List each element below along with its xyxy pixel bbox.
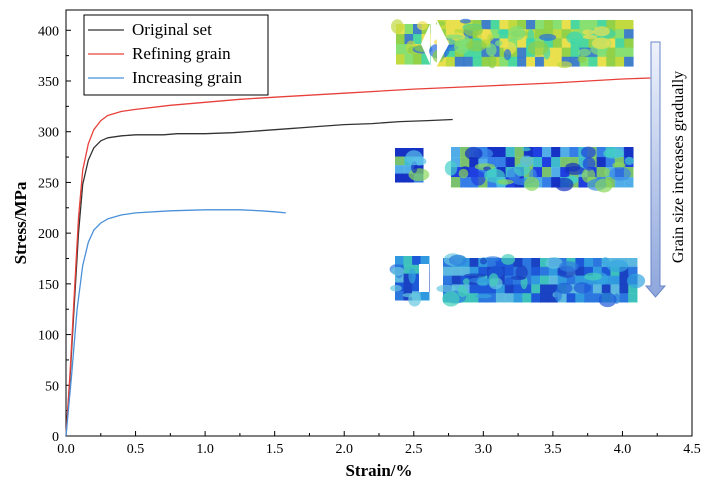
- x-tick-label: 2.5: [405, 442, 423, 457]
- y-tick-label: 200: [38, 227, 59, 242]
- series-line-refining-grain: [65, 77, 651, 437]
- y-tick-label: 150: [38, 278, 59, 293]
- fracture-map-increasing-grain-right: [436, 253, 646, 308]
- x-tick-label: 0.0: [57, 442, 75, 457]
- y-axis-title: Stress/MPa: [11, 181, 30, 264]
- legend-label: Refining grain: [132, 44, 231, 63]
- series-line-original-set: [65, 118, 453, 437]
- x-tick-label: 4.0: [614, 442, 632, 457]
- fracture-map-refining-grain-right: [429, 18, 634, 69]
- x-axis: 0.0 0.5 1.0 1.5 2.0 2.5 3.0 3.5 4.0 4.5: [57, 431, 701, 457]
- x-tick-label: 3.0: [475, 442, 493, 457]
- legend-box: [83, 14, 269, 96]
- grain-size-annotation: Grain size increases gradually: [670, 71, 687, 263]
- y-tick-label: 0: [52, 430, 59, 445]
- grain-size-arrow: [644, 41, 667, 298]
- y-tick-label: 300: [38, 126, 59, 141]
- fracture-maps: [389, 18, 646, 308]
- legend-label: Original set: [132, 20, 212, 39]
- x-tick-label: 0.5: [127, 442, 145, 457]
- y-tick-label: 50: [45, 379, 59, 394]
- y-tick-label: 250: [38, 176, 59, 191]
- legend: Original set Refining grain Increasing gra…: [83, 14, 269, 96]
- x-tick-label: 2.0: [335, 442, 353, 457]
- fracture-map-increasing-grain-left: [389, 256, 430, 307]
- y-tick-label: 100: [38, 329, 59, 344]
- y-tick-label: 400: [38, 24, 59, 39]
- series-line-increasing-grain: [65, 209, 286, 437]
- series-lines: [65, 77, 651, 437]
- x-tick-label: 4.5: [683, 442, 701, 457]
- x-tick-label: 1.0: [196, 442, 214, 457]
- legend-label: Increasing grain: [132, 68, 242, 87]
- fracture-map-original-set-right: [444, 146, 634, 193]
- y-tick-label: 350: [38, 75, 59, 90]
- fracture-map-original-set-left: [395, 148, 430, 183]
- y-axis: 0 50 100 150 200 250 300 350 400: [38, 24, 71, 445]
- x-tick-label: 1.5: [266, 442, 284, 457]
- x-tick-label: 3.5: [544, 442, 562, 457]
- down-arrow-icon: [644, 41, 667, 298]
- x-axis-title: Strain/%: [345, 461, 412, 480]
